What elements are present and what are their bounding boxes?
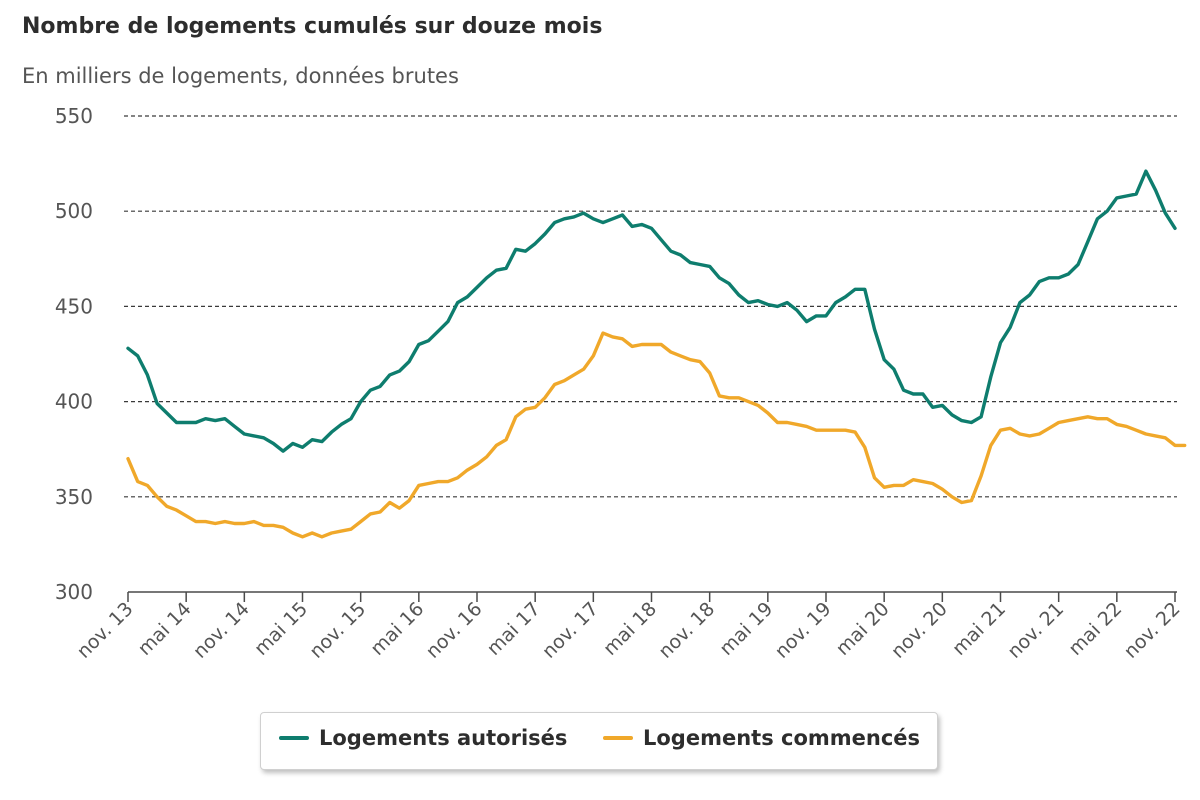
legend-label-commences: Logements commencés	[643, 726, 921, 750]
x-tick-label: mai 20	[832, 598, 894, 660]
chart-subtitle: En milliers de logements, données brutes	[22, 64, 459, 88]
y-tick-label: 300	[55, 580, 93, 604]
x-tick-label: nov. 19	[771, 598, 836, 663]
y-tick-label: 550	[55, 104, 93, 128]
x-tick-label: nov. 15	[305, 598, 370, 663]
x-tick-label: nov. 20	[887, 598, 952, 663]
y-tick-label: 500	[55, 199, 93, 223]
y-tick-label: 450	[55, 294, 93, 318]
x-tick-label: mai 22	[1064, 598, 1126, 660]
legend-swatch-autorises	[279, 736, 309, 740]
x-tick-label: nov. 14	[189, 598, 254, 663]
series-line-commences	[126, 331, 1187, 539]
x-tick-label: mai 15	[250, 598, 312, 660]
legend-label-autorises: Logements autorisés	[319, 726, 568, 750]
legend-item-commences[interactable]: Logements commencés	[603, 726, 920, 750]
x-tick-label: nov. 21	[1003, 598, 1068, 663]
x-tick-label: mai 17	[483, 598, 545, 660]
legend: Logements autorisés Logements commencés	[260, 712, 938, 770]
chart-title: Nombre de logements cumulés sur douze mo…	[22, 14, 603, 39]
x-tick-label: mai 19	[715, 598, 777, 660]
x-tick-label: nov. 17	[538, 598, 603, 663]
x-tick-label: mai 21	[948, 598, 1010, 660]
series-line-autorises	[126, 169, 1177, 453]
y-tick-label: 400	[55, 390, 93, 414]
x-tick-label: mai 18	[599, 598, 661, 660]
x-tick-label: nov. 13	[73, 598, 138, 663]
x-tick-label: mai 16	[366, 598, 428, 660]
x-tick-label: nov. 22	[1120, 598, 1185, 663]
x-tick-label: mai 14	[134, 598, 196, 660]
legend-swatch-commences	[603, 736, 633, 740]
y-tick-label: 350	[55, 485, 93, 509]
x-tick-label: nov. 18	[654, 598, 719, 663]
x-tick-label: nov. 16	[422, 598, 487, 663]
legend-item-autorises[interactable]: Logements autorisés	[279, 726, 567, 750]
